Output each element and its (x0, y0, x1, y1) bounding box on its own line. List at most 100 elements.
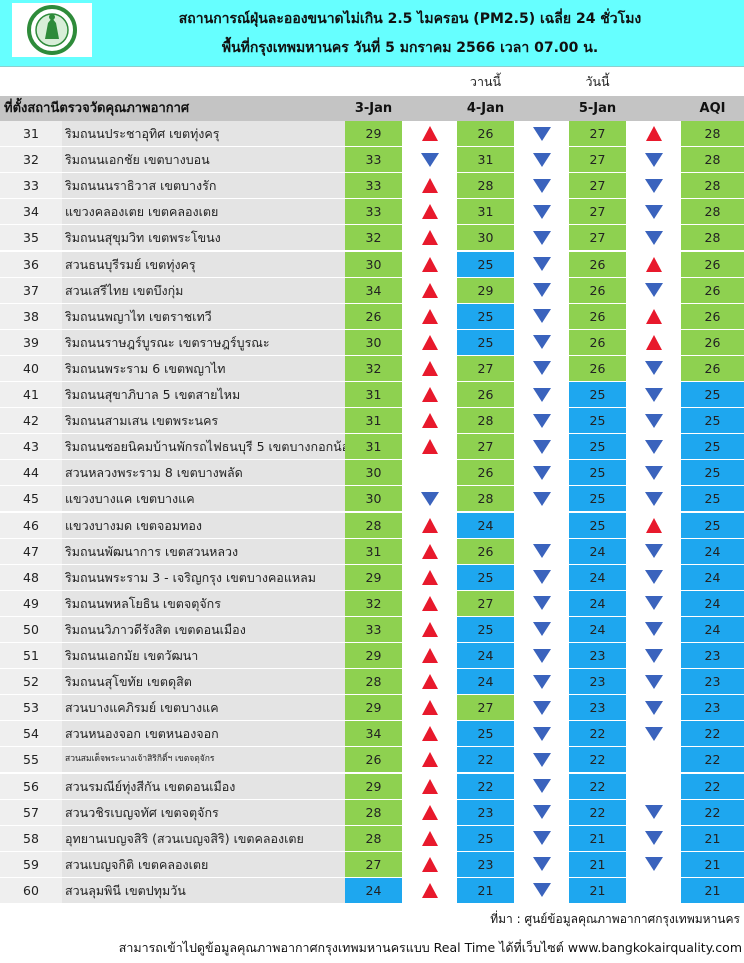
trend-cell (626, 147, 681, 172)
arrow-down-icon (532, 674, 551, 689)
pm25-value-day1: 29 (345, 695, 402, 721)
trend-cell (402, 643, 457, 668)
arrow-down-icon (532, 596, 551, 611)
trend-cell (514, 199, 569, 224)
trend-cell (626, 199, 681, 224)
pm25-value-day1: 33 (345, 199, 402, 225)
pm25-value-day1: 34 (345, 721, 402, 747)
trend-cell (402, 460, 457, 485)
pm25-value-day3: 25 (569, 408, 626, 434)
table-row: 33 ริมถนนนราธิวาส เขตบางรัก 33 28 27 28 (0, 173, 744, 199)
trend-cell (626, 225, 681, 250)
aqi-column-header: AQI (699, 101, 726, 116)
trend-cell (514, 643, 569, 668)
station-number: 46 (0, 512, 62, 538)
table-row: 31 ริมถนนประชาอุทิศ เขตทุ่งครุ 29 26 27 28 (0, 121, 744, 146)
pm25-value-day3: 25 (569, 382, 626, 407)
trend-cell (402, 199, 457, 224)
aqi-value: 22 (681, 799, 744, 825)
table-row: 47 ริมถนนพัฒนาการ เขตสวนหลวง 31 26 24 24 (0, 538, 744, 564)
arrow-down-icon (532, 126, 551, 141)
pm25-value-day2: 28 (457, 408, 514, 434)
arrow-up-icon (421, 230, 438, 246)
station-number: 48 (0, 564, 62, 590)
pm25-value-day3: 27 (569, 173, 626, 199)
pm25-value-day1: 29 (345, 773, 402, 799)
pm25-value-day1: 28 (345, 799, 402, 825)
pm25-value-day2: 28 (457, 173, 514, 199)
aqi-value: 24 (681, 590, 744, 616)
pm25-value-day2: 27 (457, 695, 514, 721)
pm25-value-day3: 23 (569, 695, 626, 721)
arrow-down-icon (532, 178, 551, 193)
pm25-value-day2: 23 (457, 799, 514, 825)
arrow-up-icon (421, 830, 438, 846)
station-name: ริมถนนสุโขทัย เขตดุสิต (62, 669, 345, 695)
arrow-down-icon (644, 204, 663, 219)
trend-cell (514, 826, 569, 851)
station-number: 52 (0, 669, 62, 695)
station-column-header: ที่ตั้งสถานีตรวจวัดคุณภาพอากาศ (4, 101, 190, 116)
pm25-value-day2: 31 (457, 147, 514, 173)
trend-cell (626, 356, 681, 381)
pm25-value-day1: 27 (345, 851, 402, 877)
arrow-up-icon (645, 517, 662, 533)
pm25-value-day3: 26 (569, 355, 626, 381)
table-row: 36 สวนธนบุรีรมย์ เขตทุ่งครุ 30 25 26 26 (0, 251, 744, 277)
trend-cell (514, 252, 569, 277)
pm25-value-day1: 30 (345, 329, 402, 355)
pm25-value-day2: 27 (457, 355, 514, 381)
pm25-value-day3: 27 (569, 199, 626, 225)
pm25-value-day2: 25 (457, 721, 514, 747)
arrow-up-icon (421, 752, 438, 768)
pm25-value-day3: 21 (569, 851, 626, 877)
trend-cell (626, 304, 681, 329)
column-header-row: ที่ตั้งสถานีตรวจวัดคุณภาพอากาศ 3-Jan 4-J… (0, 96, 744, 121)
trend-cell (402, 121, 457, 146)
trend-cell (402, 278, 457, 303)
trend-cell (402, 539, 457, 564)
aqi-value: 25 (681, 434, 744, 460)
station-number: 32 (0, 147, 62, 173)
pm25-value-day3: 25 (569, 460, 626, 486)
trend-cell (402, 330, 457, 355)
trend-cell (626, 539, 681, 564)
pm25-value-day1: 33 (345, 173, 402, 199)
arrow-down-icon (644, 439, 663, 454)
table-row: 58 อุทยานเบญจสิริ (สวนเบญจสิริ) เขตคลองเต… (0, 825, 744, 851)
station-name: ริมถนนสุขาภิบาล 5 เขตสายไหม (62, 382, 345, 407)
arrow-up-icon (421, 387, 438, 402)
station-name: สวนเบญจกิติ เขตคลองเตย (62, 851, 345, 877)
trend-cell (626, 408, 681, 433)
arrow-down-icon (644, 413, 663, 428)
pm25-value-day2: 25 (457, 303, 514, 329)
arrow-down-icon (644, 857, 663, 872)
table-row: 37 สวนเสรีไทย เขตบึงกุ่ม 34 29 26 26 (0, 277, 744, 303)
arrow-down-icon (532, 335, 551, 350)
trend-cell (626, 330, 681, 355)
trend-cell (402, 356, 457, 381)
pm25-value-day1: 32 (345, 590, 402, 616)
pm25-value-day2: 29 (457, 277, 514, 303)
station-number: 55 (0, 747, 62, 773)
arrow-down-icon (532, 152, 551, 167)
station-number: 51 (0, 643, 62, 668)
arrow-down-icon (644, 726, 663, 741)
pm25-value-day3: 22 (569, 747, 626, 773)
trend-cell (402, 382, 457, 407)
pm25-value-day2: 22 (457, 773, 514, 799)
aqi-value: 21 (681, 825, 744, 851)
trend-cell (626, 852, 681, 877)
table-row: 54 สวนหนองจอก เขตหนองจอก 34 25 22 22 (0, 721, 744, 747)
trend-cell (626, 121, 681, 146)
arrow-up-icon (421, 256, 438, 272)
trend-cell (514, 878, 569, 903)
trend-cell (514, 800, 569, 825)
table-row: 60 สวนลุมพินี เขตปทุมวัน 24 21 21 21 (0, 877, 744, 903)
arrow-up-icon (421, 882, 438, 898)
arrow-down-icon (532, 283, 551, 298)
arrow-down-icon (644, 674, 663, 689)
pm25-value-day1: 28 (345, 825, 402, 851)
trend-cell (514, 565, 569, 590)
arrow-up-icon (421, 282, 438, 298)
